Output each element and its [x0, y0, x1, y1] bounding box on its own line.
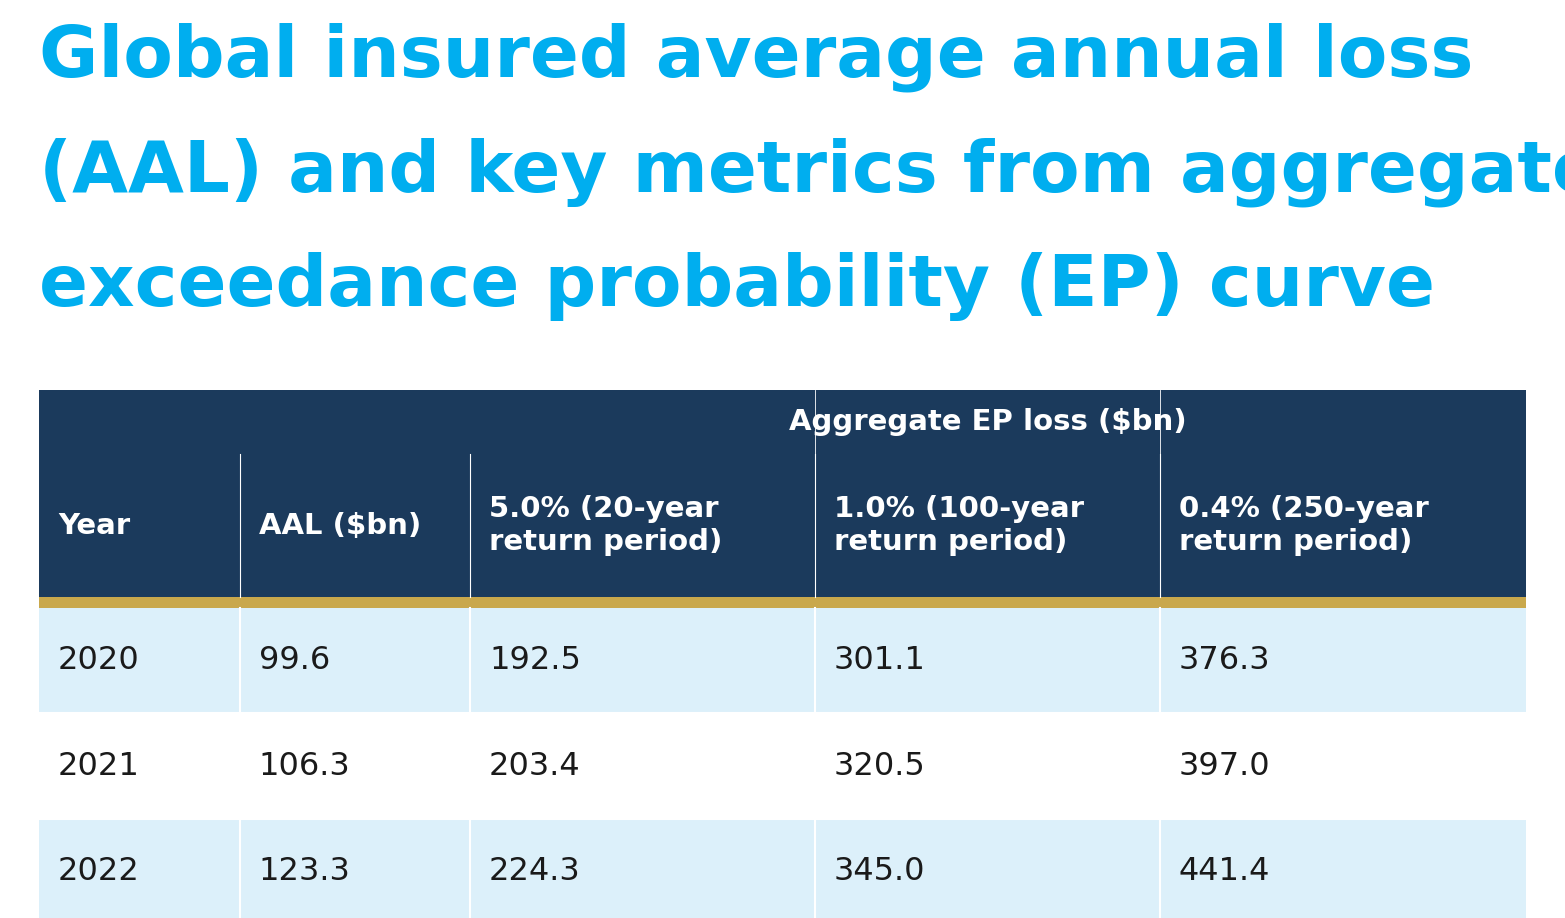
Text: Global insured average annual loss: Global insured average annual loss: [39, 23, 1474, 93]
Text: (AAL) and key metrics from aggregate: (AAL) and key metrics from aggregate: [39, 138, 1565, 207]
Text: 1.0% (100-year
return period): 1.0% (100-year return period): [834, 495, 1085, 556]
Text: 106.3: 106.3: [258, 751, 351, 781]
Text: 301.1: 301.1: [834, 645, 926, 676]
Text: 5.0% (20-year
return period): 5.0% (20-year return period): [488, 495, 723, 556]
Text: 397.0: 397.0: [1178, 751, 1271, 781]
Text: 2022: 2022: [58, 856, 139, 887]
Text: 2021: 2021: [58, 751, 139, 781]
Bar: [39, 608, 1526, 713]
Bar: [39, 597, 1526, 608]
Text: AAL ($bn): AAL ($bn): [258, 511, 421, 540]
Text: exceedance probability (EP) curve: exceedance probability (EP) curve: [39, 252, 1435, 321]
Text: 2020: 2020: [58, 645, 139, 676]
Text: 99.6: 99.6: [258, 645, 330, 676]
Text: 123.3: 123.3: [258, 856, 351, 887]
Text: 192.5: 192.5: [488, 645, 581, 676]
Text: Year: Year: [58, 511, 130, 540]
Text: 441.4: 441.4: [1178, 856, 1271, 887]
Bar: [39, 819, 1526, 918]
Bar: [39, 713, 1526, 819]
Bar: [39, 454, 1526, 597]
Text: 376.3: 376.3: [1178, 645, 1271, 676]
Text: 345.0: 345.0: [834, 856, 925, 887]
Bar: [39, 390, 1526, 454]
Text: 320.5: 320.5: [834, 751, 926, 781]
Text: 203.4: 203.4: [488, 751, 581, 781]
Text: 224.3: 224.3: [488, 856, 581, 887]
Text: 0.4% (250-year
return period): 0.4% (250-year return period): [1178, 495, 1429, 556]
Text: Aggregate EP loss ($bn): Aggregate EP loss ($bn): [789, 409, 1186, 436]
